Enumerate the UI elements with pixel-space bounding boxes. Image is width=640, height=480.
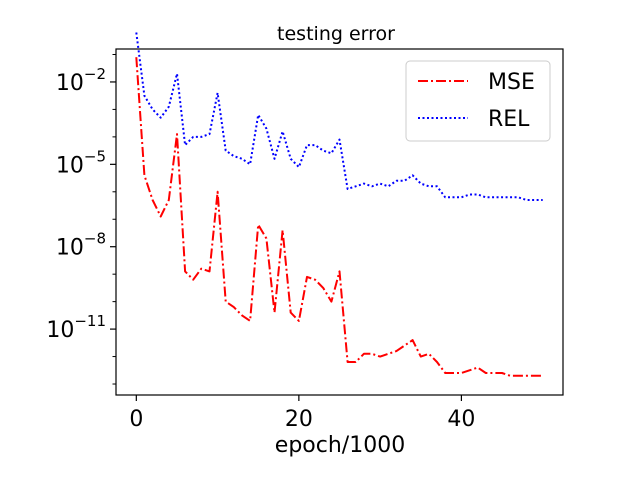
y-tick-label: 10−11 [46,312,106,343]
legend: MSE REL [405,60,551,142]
y-tick-label: 10−8 [56,230,106,261]
x-tick-label: 20 [285,407,313,432]
y-tick-label: 10−5 [56,147,106,178]
x-axis-label: epoch/1000 [275,433,405,458]
series-layer [135,32,543,377]
x-tick-label: 40 [447,407,475,432]
legend-label-rel: REL [488,107,530,132]
legend-label-mse: MSE [488,70,535,95]
x-tick-label: 0 [129,407,143,432]
plot-frame [115,48,564,396]
series-line-rel [135,32,543,201]
series-line-mse [135,57,543,377]
tick-layer: 0 20 40 10−2 10−5 10−8 10−11 [46,53,475,432]
chart-title: testing error [277,23,395,45]
y-tick-label: 10−2 [56,65,106,96]
